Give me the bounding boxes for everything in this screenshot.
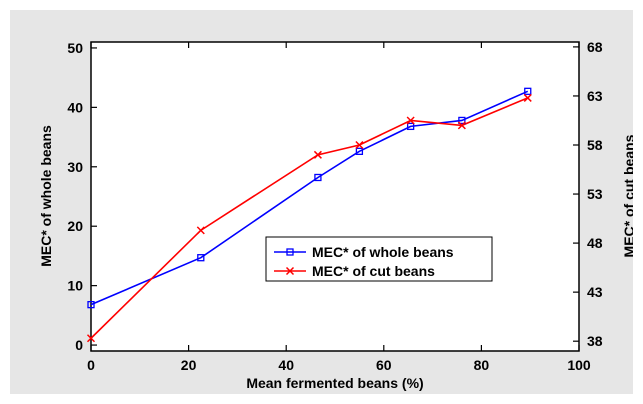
x-tick-label: 40 bbox=[278, 357, 294, 373]
data-point-whole-beans bbox=[314, 173, 322, 182]
data-point-whole-beans bbox=[355, 147, 364, 155]
data-point-cut-beans bbox=[523, 93, 532, 102]
left-y-tick-label: 50 bbox=[67, 40, 83, 56]
x-tick-label: 100 bbox=[567, 357, 591, 373]
x-tick-label: 20 bbox=[181, 357, 197, 373]
left-y-axis-title: MEC* of whole beans bbox=[38, 125, 54, 267]
data-point-whole-beans bbox=[197, 254, 205, 262]
right-y-tick-label: 38 bbox=[587, 333, 603, 349]
data-point-cut-beans bbox=[457, 121, 466, 130]
data-point-cut-beans bbox=[86, 334, 96, 343]
right-y-tick-label: 63 bbox=[587, 88, 603, 104]
legend-marker-whole-beans bbox=[286, 248, 294, 256]
legend: MEC* of whole beans MEC* of cut beans bbox=[265, 236, 493, 282]
x-axis-title: Mean fermented beans (%) bbox=[246, 375, 423, 391]
left-y-tick-label: 0 bbox=[75, 337, 83, 353]
data-point-whole-beans bbox=[406, 122, 415, 131]
left-y-tick-label: 30 bbox=[67, 159, 83, 175]
data-point-whole-beans bbox=[458, 116, 466, 125]
left-y-tick-label: 20 bbox=[67, 218, 83, 234]
right-y-axis-title: MEC* of cut beans bbox=[621, 134, 633, 257]
right-y-tick-label: 68 bbox=[587, 39, 603, 55]
data-point-cut-beans bbox=[355, 140, 364, 150]
right-y-tick-label: 43 bbox=[587, 284, 603, 300]
right-y-tick-label: 58 bbox=[587, 137, 603, 153]
x-tick-label: 0 bbox=[87, 357, 95, 373]
x-tick-label: 80 bbox=[474, 357, 490, 373]
legend-marker-cut-beans bbox=[285, 266, 295, 276]
left-y-tick-label: 10 bbox=[67, 278, 83, 294]
legend-label-whole-beans: MEC* of whole beans bbox=[312, 244, 454, 260]
data-point-cut-beans bbox=[406, 116, 415, 125]
chart-frame: 0 20 40 60 80 100 0 10 20 30 40 50 38 43 48 53 58 63 68 Me… bbox=[10, 10, 633, 394]
right-y-tick-label: 48 bbox=[587, 235, 603, 251]
series-line-whole-beans bbox=[90, 90, 529, 306]
data-point-whole-beans bbox=[524, 87, 532, 95]
data-point-whole-beans bbox=[87, 300, 95, 309]
right-y-tick-label: 53 bbox=[587, 186, 603, 202]
data-point-cut-beans bbox=[313, 150, 322, 159]
data-point-cut-beans bbox=[196, 226, 205, 235]
legend-box bbox=[265, 236, 493, 282]
left-y-tick-label: 40 bbox=[67, 99, 83, 115]
legend-label-cut-beans: MEC* of cut beans bbox=[312, 263, 435, 279]
x-tick-label: 60 bbox=[376, 357, 392, 373]
plot-area bbox=[90, 41, 580, 352]
chart: 0 20 40 60 80 100 0 10 20 30 40 50 38 43 48 53 58 63 68 Me… bbox=[38, 39, 633, 391]
